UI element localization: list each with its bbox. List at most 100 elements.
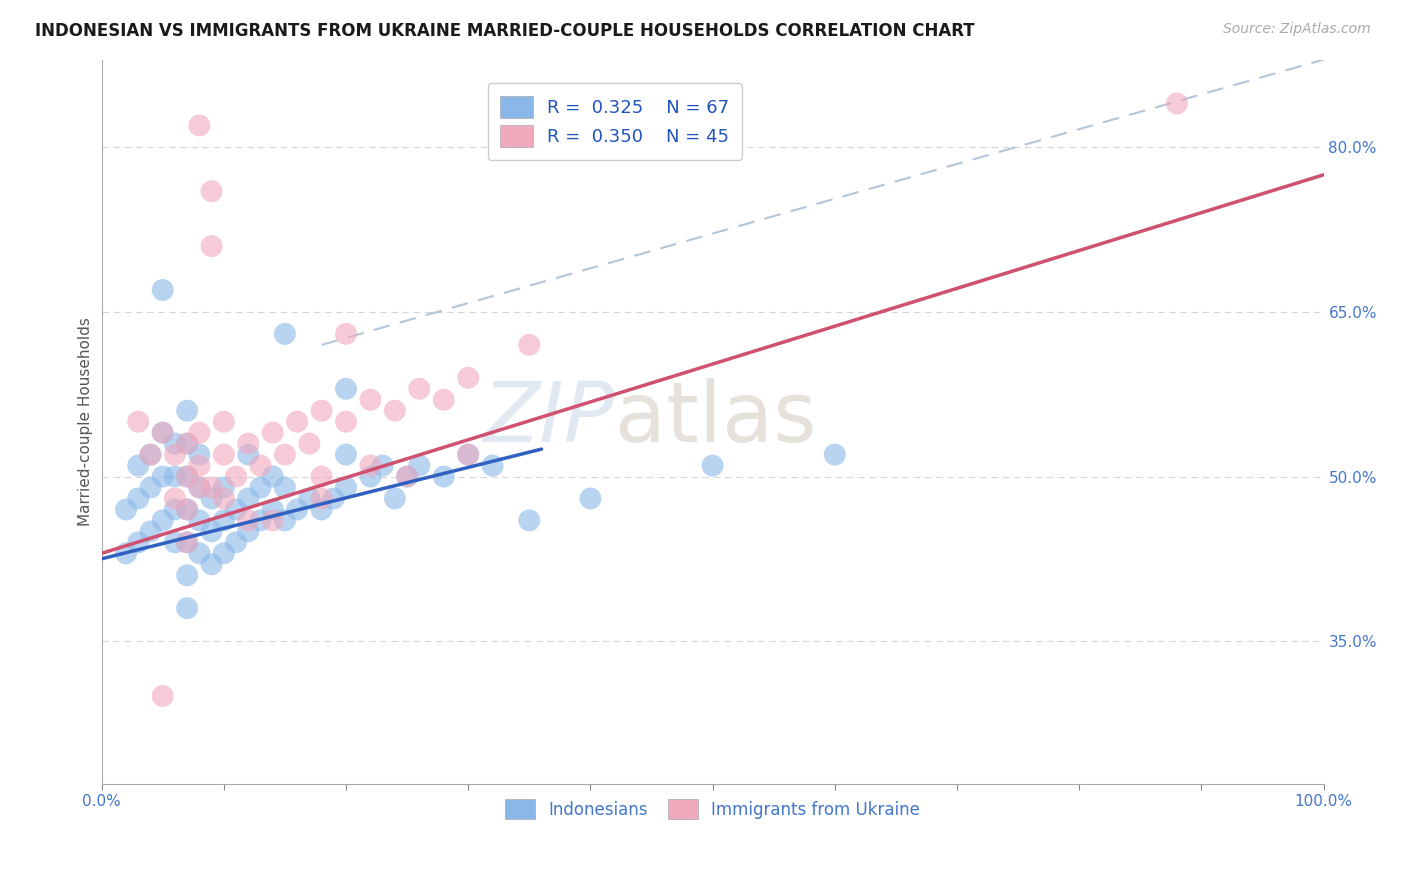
Point — [163, 469, 186, 483]
Point — [163, 448, 186, 462]
Point — [200, 184, 222, 198]
Point — [127, 415, 149, 429]
Point — [139, 524, 162, 539]
Point — [322, 491, 344, 506]
Point — [200, 491, 222, 506]
Point — [238, 448, 260, 462]
Point — [188, 448, 211, 462]
Point — [824, 448, 846, 462]
Point — [311, 469, 333, 483]
Point — [1166, 96, 1188, 111]
Point — [188, 481, 211, 495]
Point — [262, 513, 284, 527]
Point — [152, 283, 174, 297]
Point — [311, 403, 333, 417]
Point — [384, 491, 406, 506]
Point — [225, 502, 247, 516]
Point — [188, 425, 211, 440]
Point — [152, 689, 174, 703]
Point — [176, 568, 198, 582]
Point — [152, 425, 174, 440]
Point — [517, 338, 540, 352]
Point — [176, 535, 198, 549]
Point — [396, 469, 419, 483]
Point — [163, 491, 186, 506]
Point — [152, 425, 174, 440]
Point — [359, 392, 381, 407]
Point — [517, 513, 540, 527]
Point — [238, 436, 260, 450]
Point — [274, 448, 297, 462]
Point — [188, 546, 211, 560]
Point — [176, 436, 198, 450]
Point — [152, 513, 174, 527]
Point — [408, 458, 430, 473]
Point — [238, 513, 260, 527]
Point — [274, 513, 297, 527]
Point — [238, 491, 260, 506]
Point — [176, 502, 198, 516]
Point — [359, 458, 381, 473]
Point — [176, 469, 198, 483]
Point — [115, 502, 138, 516]
Point — [225, 535, 247, 549]
Point — [274, 481, 297, 495]
Point — [200, 524, 222, 539]
Point — [702, 458, 724, 473]
Point — [225, 469, 247, 483]
Point — [457, 448, 479, 462]
Point — [176, 469, 198, 483]
Point — [396, 469, 419, 483]
Legend: Indonesians, Immigrants from Ukraine: Indonesians, Immigrants from Ukraine — [498, 792, 927, 826]
Point — [200, 239, 222, 253]
Point — [371, 458, 394, 473]
Point — [262, 502, 284, 516]
Point — [298, 436, 321, 450]
Point — [457, 448, 479, 462]
Point — [127, 458, 149, 473]
Text: atlas: atlas — [614, 377, 817, 458]
Point — [188, 119, 211, 133]
Y-axis label: Married-couple Households: Married-couple Households — [79, 318, 93, 526]
Point — [139, 481, 162, 495]
Point — [335, 415, 357, 429]
Point — [335, 448, 357, 462]
Point — [212, 481, 235, 495]
Point — [188, 513, 211, 527]
Point — [298, 491, 321, 506]
Point — [311, 502, 333, 516]
Point — [212, 415, 235, 429]
Point — [176, 535, 198, 549]
Point — [285, 502, 308, 516]
Point — [127, 535, 149, 549]
Point — [212, 448, 235, 462]
Text: ZIP: ZIP — [482, 377, 614, 458]
Point — [163, 502, 186, 516]
Point — [262, 469, 284, 483]
Point — [457, 371, 479, 385]
Point — [176, 601, 198, 615]
Point — [249, 458, 271, 473]
Point — [285, 415, 308, 429]
Point — [249, 513, 271, 527]
Point — [163, 436, 186, 450]
Point — [127, 491, 149, 506]
Point — [359, 469, 381, 483]
Point — [115, 546, 138, 560]
Point — [212, 491, 235, 506]
Point — [200, 558, 222, 572]
Point — [238, 524, 260, 539]
Point — [481, 458, 503, 473]
Point — [408, 382, 430, 396]
Point — [579, 491, 602, 506]
Point — [139, 448, 162, 462]
Point — [212, 546, 235, 560]
Point — [335, 326, 357, 341]
Text: Source: ZipAtlas.com: Source: ZipAtlas.com — [1223, 22, 1371, 37]
Point — [188, 458, 211, 473]
Text: INDONESIAN VS IMMIGRANTS FROM UKRAINE MARRIED-COUPLE HOUSEHOLDS CORRELATION CHAR: INDONESIAN VS IMMIGRANTS FROM UKRAINE MA… — [35, 22, 974, 40]
Point — [249, 481, 271, 495]
Point — [335, 382, 357, 396]
Point — [176, 502, 198, 516]
Point — [335, 481, 357, 495]
